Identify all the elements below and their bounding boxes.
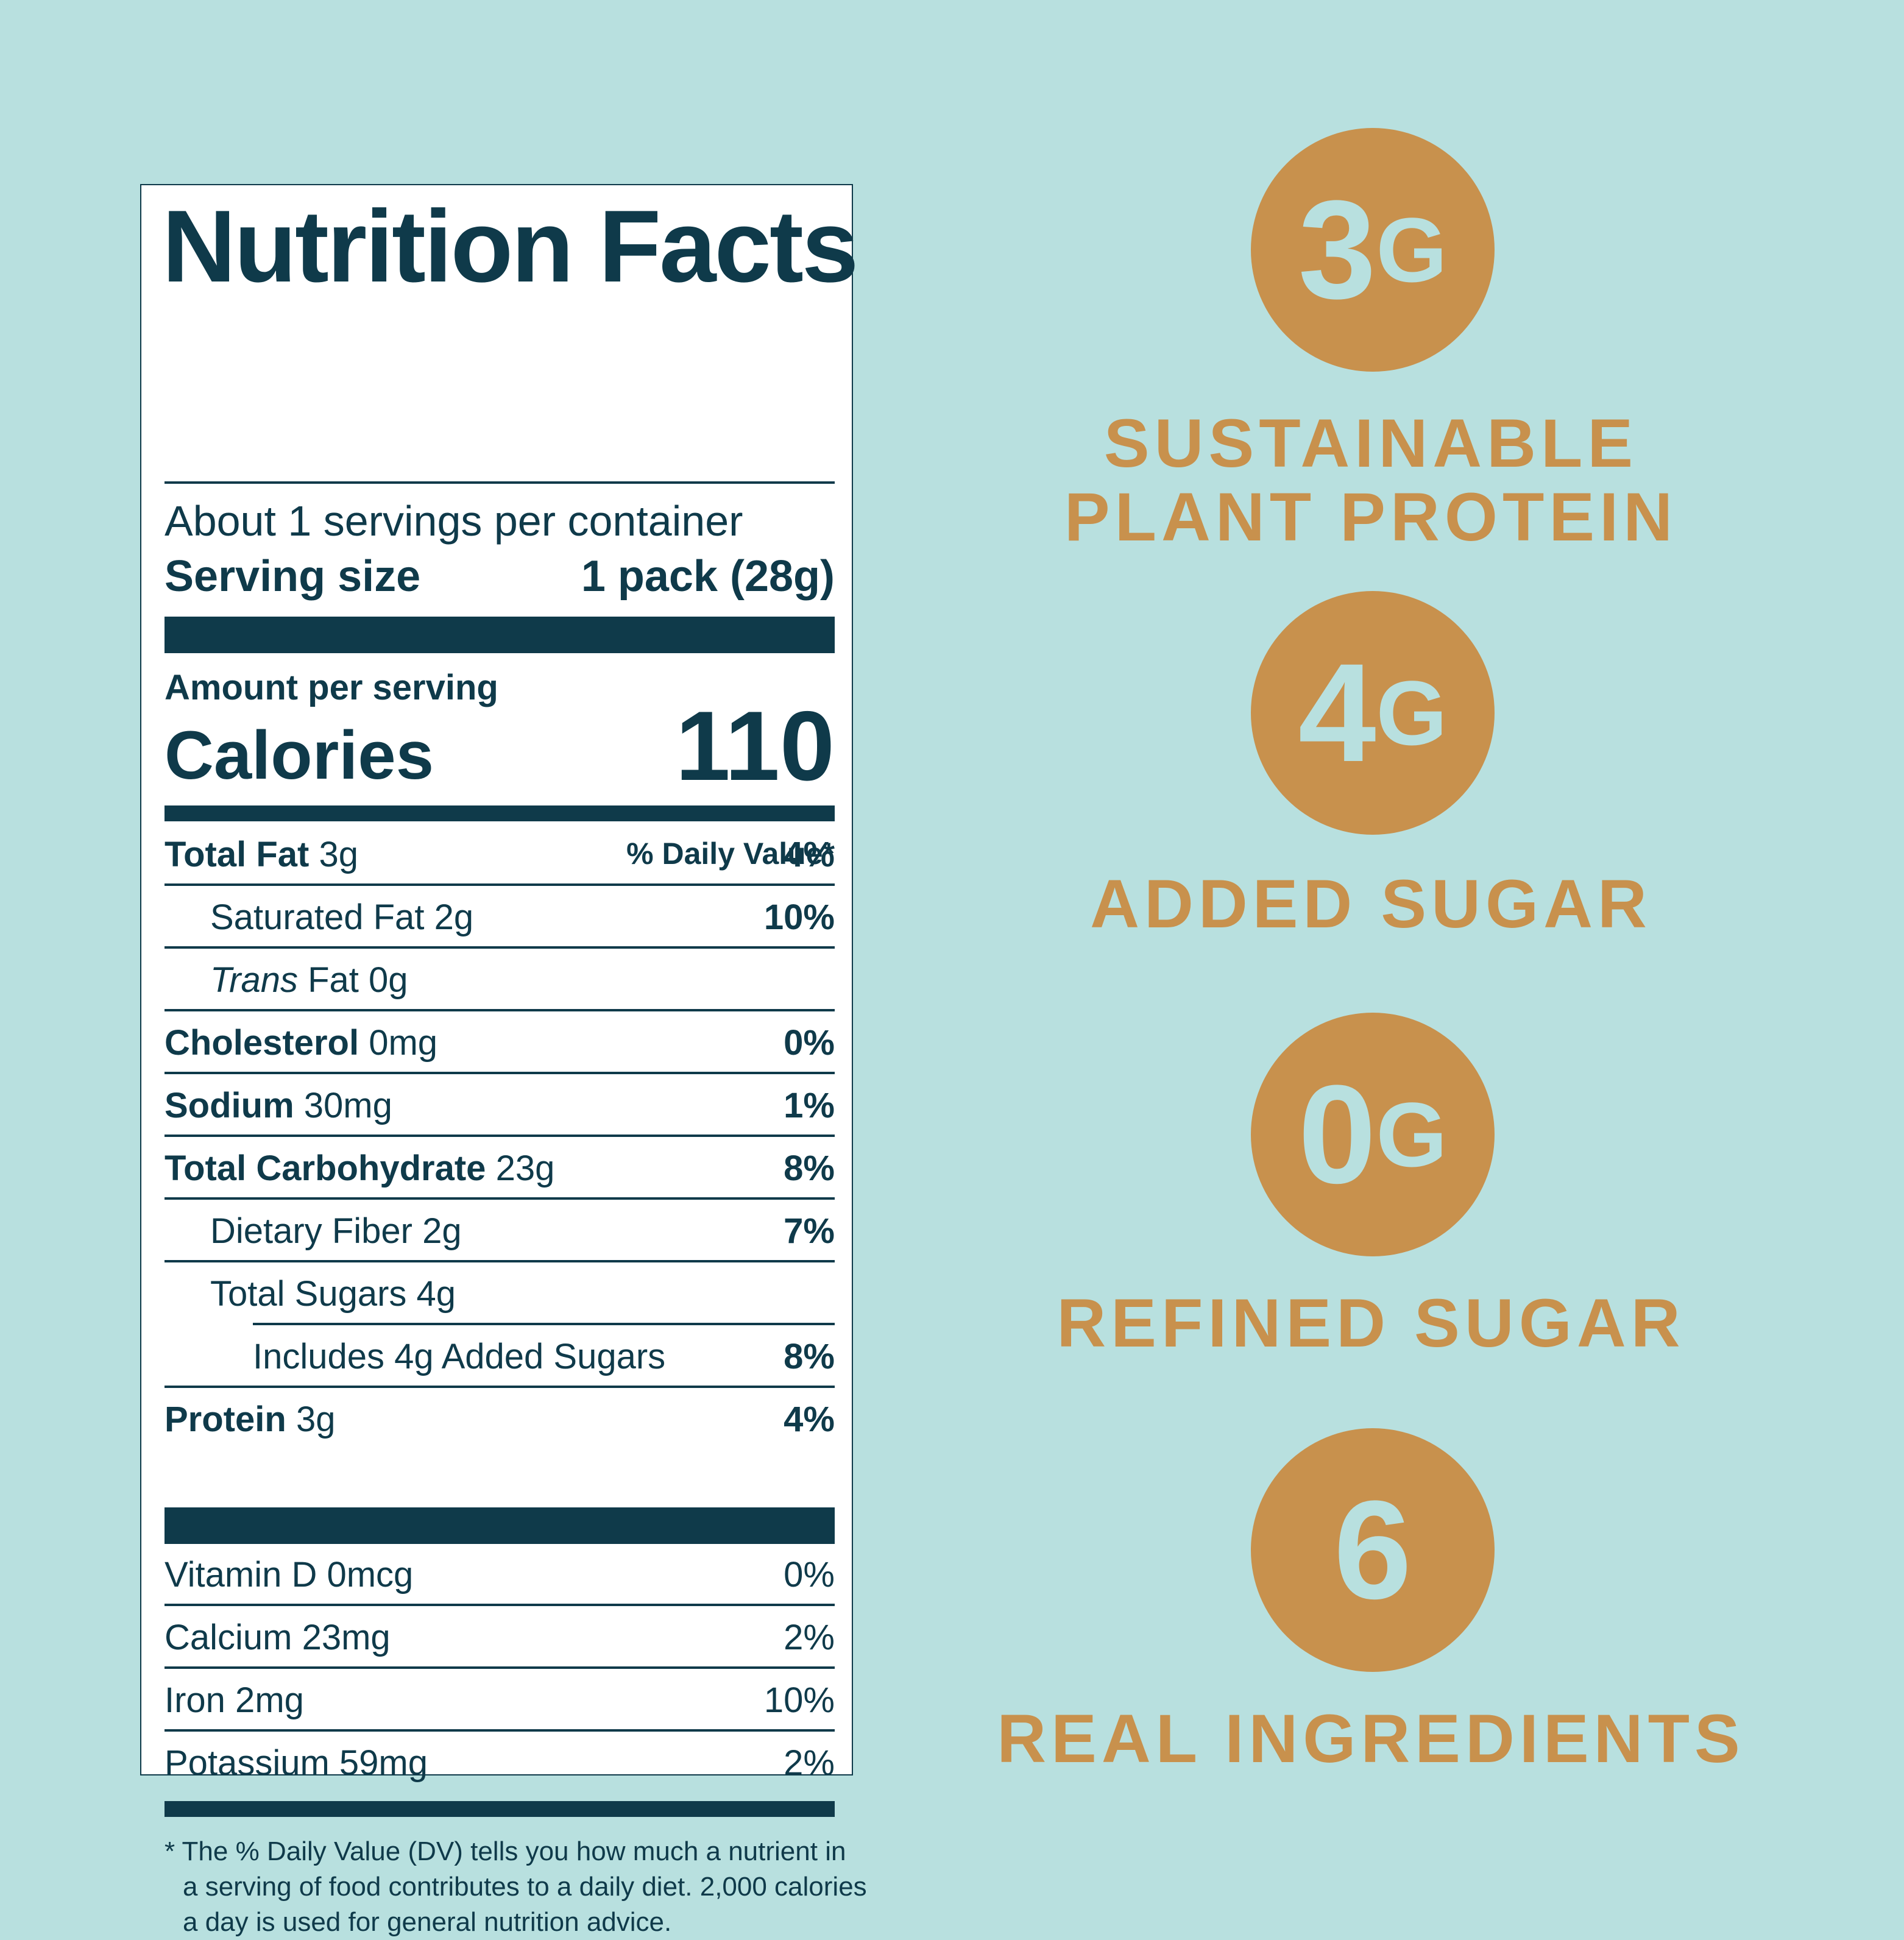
badge-unit: G (1376, 662, 1448, 764)
row-divider (253, 1323, 835, 1325)
nutrient-row: Saturated Fat 2g 10% (165, 887, 835, 949)
nutrient-name: Trans (210, 960, 298, 1000)
servings-per-container: About 1 servings per container (165, 497, 743, 545)
serving-size-value: 1 pack (28g) (581, 552, 835, 601)
footnote: * The % Daily Value (DV) tells you how m… (165, 1834, 867, 1940)
nutrient-row: Total Carbohydrate 23g 8% (165, 1138, 835, 1200)
protein-caption: SUSTAINABLE PLANT PROTEIN (914, 405, 1828, 555)
row-divider (165, 1135, 835, 1137)
footnote-line: a day is used for general nutrition advi… (183, 1907, 672, 1937)
nutrient-amount: 0mg (369, 1023, 438, 1063)
caption-line: REFINED SUGAR (1056, 1285, 1685, 1361)
thick-divider (165, 617, 835, 653)
nutrient-daily-value: 8% (784, 1149, 835, 1188)
nutrient-name: Protein (165, 1400, 286, 1439)
vitamin-name: Potassium 59mg (165, 1743, 428, 1783)
row-divider (165, 1604, 835, 1606)
caption-line: REAL INGREDIENTS (997, 1701, 1745, 1777)
footnote-line: a serving of food contributes to a daily… (183, 1872, 867, 1902)
nutrient-amount: 2g (422, 1211, 462, 1251)
divider (165, 481, 835, 484)
vitamin-row: Potassium 59mg 2% (165, 1732, 835, 1794)
nutrient-name: Includes 4g Added Sugars (253, 1337, 666, 1376)
nutrient-row: Sodium 30mg 1% (165, 1075, 835, 1137)
badge-number: 4 (1298, 634, 1376, 791)
label-title: Nutrition Facts (162, 189, 858, 303)
vitamin-row: Vitamin D 0mcg 0% (165, 1544, 835, 1606)
vitamin-name: Calcium 23mg (165, 1618, 391, 1657)
nutrient-amount: Fat 0g (308, 960, 408, 1000)
row-divider (165, 946, 835, 949)
ingredients-badge: 6 (1251, 1428, 1495, 1672)
nutrient-daily-value: 7% (784, 1211, 835, 1251)
vitamin-daily-value: 10% (763, 1680, 835, 1720)
row-divider (165, 883, 835, 886)
nutrient-name: Sodium (165, 1086, 294, 1125)
vitamin-daily-value: 2% (784, 1618, 835, 1657)
medium-divider (165, 805, 835, 821)
badge-number: 6 (1334, 1471, 1412, 1628)
caption-line: SUSTAINABLE (1103, 405, 1638, 481)
nutrient-amount: 23g (495, 1149, 555, 1188)
nutrient-amount: 30mg (303, 1086, 392, 1125)
nutrient-amount: 2g (434, 897, 474, 937)
calories-value: 110 (675, 691, 835, 801)
nutrient-row: Dietary Fiber 2g 7% (165, 1200, 835, 1262)
badge-unit: G (1376, 1083, 1448, 1186)
badge-unit: G (1376, 199, 1448, 301)
vitamin-row: Calcium 23mg 2% (165, 1607, 835, 1669)
nutrient-row: Total Fat 3g 4% (165, 824, 835, 886)
vitamin-daily-value: 2% (784, 1743, 835, 1783)
nutrient-row: Cholesterol 0mg 0% (165, 1012, 835, 1074)
nutrient-name: Saturated Fat (210, 897, 425, 937)
serving-size-label: Serving size (165, 552, 421, 601)
badge-number: 3 (1298, 171, 1376, 328)
calories-label: Calories (165, 717, 434, 793)
nutrition-facts-label: Nutrition Facts About 1 servings per con… (140, 184, 867, 1937)
nutrient-name: Total Fat (165, 835, 310, 874)
caption-line: ADDED SUGAR (1090, 866, 1652, 942)
nutrient-amount: 3g (296, 1400, 336, 1439)
vitamin-row: Iron 2mg 10% (165, 1669, 835, 1732)
nutrient-row: Protein 3g 4% (165, 1389, 835, 1451)
nutrient-row: Total Sugars 4g (165, 1263, 835, 1325)
ingredients-caption: REAL INGREDIENTS (914, 1702, 1828, 1776)
nutrient-daily-value: 10% (763, 897, 835, 937)
badge-number: 0 (1298, 1056, 1376, 1212)
nutrient-daily-value: 0% (784, 1023, 835, 1063)
medium-divider (165, 1801, 835, 1817)
nutrient-daily-value: 8% (784, 1337, 835, 1376)
thick-divider (165, 1507, 835, 1544)
vitamin-name: Vitamin D 0mcg (165, 1555, 414, 1595)
row-divider (165, 1666, 835, 1669)
vitamin-daily-value: 0% (784, 1555, 835, 1595)
nutrient-name: Dietary Fiber (210, 1211, 412, 1251)
refined-sugar-caption: REFINED SUGAR (914, 1285, 1828, 1361)
nutrient-row: Trans Fat 0g (165, 949, 835, 1011)
nutrient-amount: 3g (319, 835, 358, 874)
nutrient-daily-value: 1% (784, 1086, 835, 1125)
added-sugar-caption: ADDED SUGAR (914, 866, 1828, 942)
amount-per-serving: Amount per serving (165, 668, 498, 707)
nutrient-name: Total Carbohydrate (165, 1149, 486, 1188)
nutrient-daily-value: 4% (784, 1400, 835, 1439)
row-divider (165, 1197, 835, 1200)
nutrient-daily-value: 4% (784, 835, 835, 874)
nutrient-row: Includes 4g Added Sugars 8% (165, 1326, 835, 1388)
row-divider (165, 1009, 835, 1011)
row-divider (165, 1072, 835, 1074)
footnote-line: * The % Daily Value (DV) tells you how m… (165, 1836, 846, 1866)
row-divider (165, 1386, 835, 1388)
nutrient-name: Cholesterol (165, 1023, 359, 1063)
row-divider (165, 1260, 835, 1262)
nutrient-amount: 4g (416, 1274, 456, 1314)
daily-value-header: % Daily Value* (626, 837, 835, 871)
nutrient-name: Total Sugars (210, 1274, 407, 1314)
caption-line: PLANT PROTEIN (1064, 478, 1678, 555)
vitamin-name: Iron 2mg (165, 1680, 304, 1720)
row-divider (165, 1729, 835, 1732)
